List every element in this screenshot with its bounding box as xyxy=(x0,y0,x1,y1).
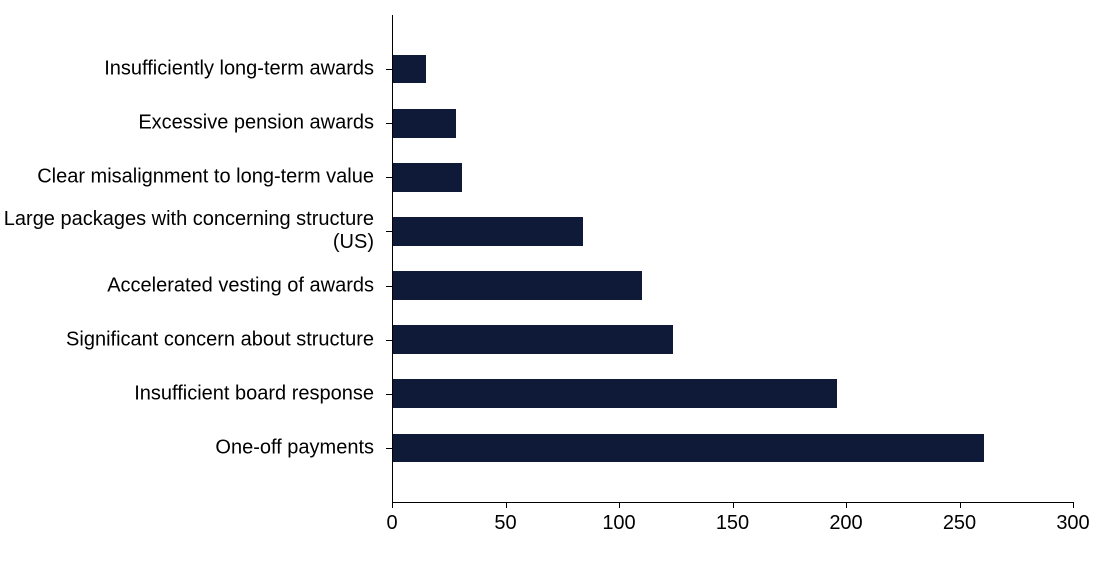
x-axis-tick xyxy=(733,502,734,508)
y-axis-tick-label: Clear misalignment to long-term value xyxy=(37,166,374,189)
bar xyxy=(392,271,642,300)
y-axis-tick-label: One-off payments xyxy=(215,436,374,459)
bar xyxy=(392,217,583,246)
y-axis-tick xyxy=(386,340,392,341)
x-axis-tick-label: 300 xyxy=(1056,512,1089,535)
bar xyxy=(392,379,837,408)
x-axis-tick xyxy=(392,502,393,508)
y-axis-tick xyxy=(386,231,392,232)
x-axis-tick xyxy=(506,502,507,508)
x-axis-tick xyxy=(846,502,847,508)
x-axis-tick-label: 100 xyxy=(602,512,635,535)
bar xyxy=(392,434,984,463)
bar xyxy=(392,55,426,84)
chart-container: 0 50 100 150 200 250 300 Insufficiently long-te… xyxy=(0,0,1112,563)
y-axis-tick-label: Insufficiently long-term awards xyxy=(104,58,374,81)
bar xyxy=(392,163,462,192)
bar xyxy=(392,325,673,354)
y-axis-tick xyxy=(386,394,392,395)
y-axis-tick xyxy=(386,177,392,178)
y-axis-tick-label: Insufficient board response xyxy=(134,382,374,405)
y-axis-tick-label: Accelerated vesting of awards xyxy=(107,274,374,297)
y-axis-tick xyxy=(386,69,392,70)
x-axis-tick-label: 200 xyxy=(829,512,862,535)
y-axis-line xyxy=(392,15,393,502)
y-axis-tick xyxy=(386,286,392,287)
bar xyxy=(392,109,456,138)
x-axis-tick-label: 250 xyxy=(943,512,976,535)
y-axis-tick-label: Significant concern about structure xyxy=(66,328,374,351)
x-axis-tick-label: 50 xyxy=(494,512,516,535)
x-axis-tick-label: 0 xyxy=(386,512,397,535)
y-axis-tick xyxy=(386,123,392,124)
y-axis-tick-label: Large packages with concerning structure… xyxy=(2,208,374,254)
plot-area xyxy=(392,15,1073,502)
x-axis-tick xyxy=(619,502,620,508)
y-axis-tick-label: Excessive pension awards xyxy=(138,112,374,135)
y-axis-tick xyxy=(386,448,392,449)
x-axis-tick-label: 150 xyxy=(716,512,749,535)
x-axis-tick xyxy=(1073,502,1074,508)
x-axis-tick xyxy=(960,502,961,508)
